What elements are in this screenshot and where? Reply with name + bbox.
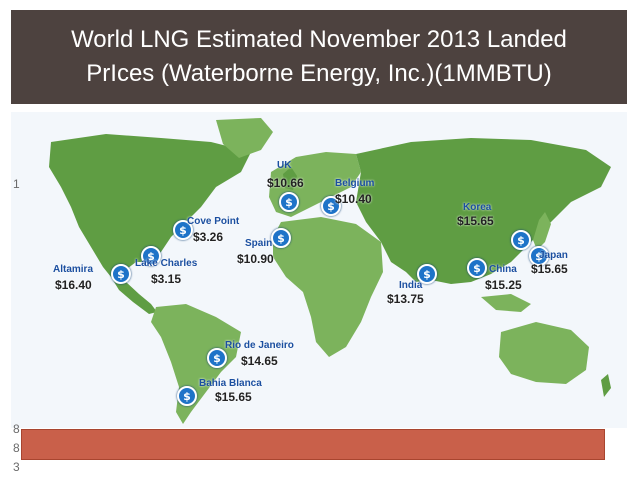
location-label-bahia-blanca: Bahia Blanca [199,378,262,389]
north-america-landmass [49,134,251,277]
dollar-pin-icon: $ [529,246,549,266]
dollar-pin-icon: $ [173,220,193,240]
price-label-altamira: $16.40 [55,278,92,292]
location-label-lake-charles: Lake Charles [135,258,198,269]
dollar-pin-icon: $ [417,264,437,284]
location-label-uk: UK [277,160,292,171]
greenland-landmass [216,118,273,158]
dollar-pin-icon: $ [511,230,531,250]
southeast-asia-islands [481,294,531,312]
dollar-pin-icon: $ [467,258,487,278]
edge-text-fragment: 8 [13,422,20,436]
new-zealand-landmass [601,374,611,397]
central-america-landmass [111,277,157,314]
uk-landmass [283,167,297,190]
price-label-korea: $15.65 [457,214,494,228]
dollar-pin-icon: $ [207,348,227,368]
price-label-cove-point: $3.26 [193,230,224,244]
location-label-korea: Korea [463,202,492,213]
south-america-landmass [151,304,241,424]
dollar-pin-icon: $ [141,246,161,266]
price-label-uk: $10.66 [267,176,304,190]
edge-text-fragment: 8 [13,441,20,455]
location-label-cove-point: Cove Point [187,216,240,227]
location-label-spain: Spain [245,238,273,249]
price-label-rio-de-janeiro: $14.65 [241,354,278,368]
dollar-pin-icon: $ [271,228,291,248]
location-label-altamira: Altamira [53,264,94,275]
price-label-bahia-blanca: $15.65 [215,390,252,404]
location-label-japan: Japan [539,250,568,261]
location-label-india: India [399,280,423,291]
title-bar: World LNG Estimated November 2013 Landed… [11,10,627,104]
map-graphic [11,112,627,428]
dollar-pin-icon: $ [111,264,131,284]
australia-landmass [499,322,589,384]
location-label-rio-de-janeiro: Rio de Janeiro [225,340,294,351]
price-label-belgium: $10.40 [335,192,372,206]
dollar-pin-icon: $ [321,196,341,216]
title-line-2: PrIces (Waterborne Energy, Inc.)(1MMBTU) [86,60,552,87]
edge-text-fragment: 1 [13,177,20,191]
price-label-china: $15.25 [485,278,522,292]
location-label-belgium: Belgium [335,178,375,189]
asia-landmass [356,138,611,284]
world-map: $ UK $10.66 $ Belgium $10.40 $ Cove Point $3.26 $… [11,112,627,428]
title-line-1: World LNG Estimated November 2013 Landed [71,26,567,53]
location-label-china: China [489,264,517,275]
footer-bar [21,429,605,460]
dollar-pin-icon: $ [177,386,197,406]
price-label-lake-charles: $3.15 [151,272,182,286]
price-label-spain: $10.90 [237,252,274,266]
price-label-japan: $15.65 [531,262,568,276]
price-label-india: $13.75 [387,292,424,306]
edge-text-fragment: 3 [13,460,20,474]
japan-landmass [533,212,551,250]
dollar-pin-icon: $ [279,192,299,212]
africa-landmass [273,217,383,357]
